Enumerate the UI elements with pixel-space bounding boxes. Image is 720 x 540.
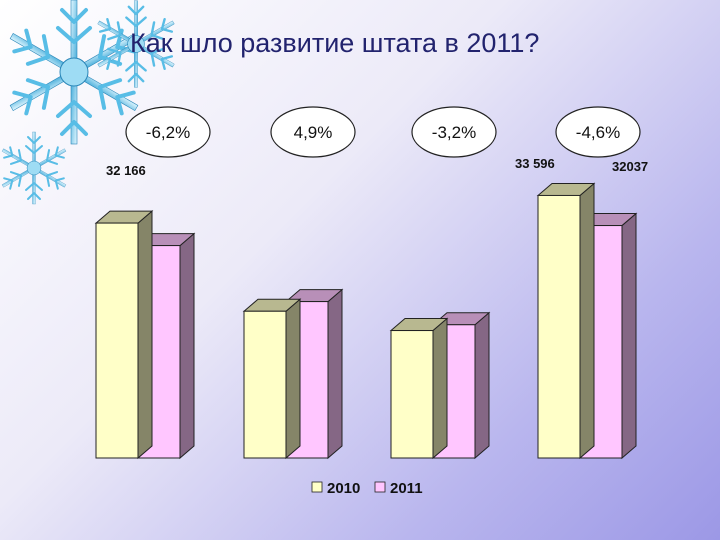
legend-label: 2010 (327, 480, 360, 497)
change-label: 4,9% (294, 123, 333, 142)
legend-label: 2011 (390, 480, 423, 497)
change-callout (125, 106, 211, 158)
legend-swatch (374, 481, 386, 493)
bar-side (432, 317, 448, 460)
legend-swatch (311, 481, 323, 493)
bar-side (474, 311, 490, 460)
bar (390, 330, 434, 459)
snowflake-icon (92, 0, 180, 89)
bar (243, 310, 287, 459)
bar-side (137, 209, 153, 460)
bar-side (327, 288, 343, 460)
change-label: -6,2% (146, 123, 190, 142)
change-callout (270, 106, 356, 158)
change-callout (411, 106, 497, 158)
change-callout (555, 106, 641, 158)
snowflake-icon (1, 0, 147, 146)
data-label: 32 166 (106, 163, 146, 178)
bar (537, 194, 581, 459)
bar-side (621, 212, 637, 460)
bar-side (285, 298, 301, 460)
data-label: 33 596 (515, 156, 555, 171)
change-label: -3,2% (432, 123, 476, 142)
bar (95, 222, 139, 459)
bar-side (579, 182, 595, 460)
snowflake-icon (0, 131, 71, 205)
change-label: -4,6% (576, 123, 620, 142)
bar-side (179, 232, 195, 460)
data-label: 32037 (612, 159, 648, 174)
chart-title: Как шло развитие штата в 2011? (130, 28, 540, 58)
